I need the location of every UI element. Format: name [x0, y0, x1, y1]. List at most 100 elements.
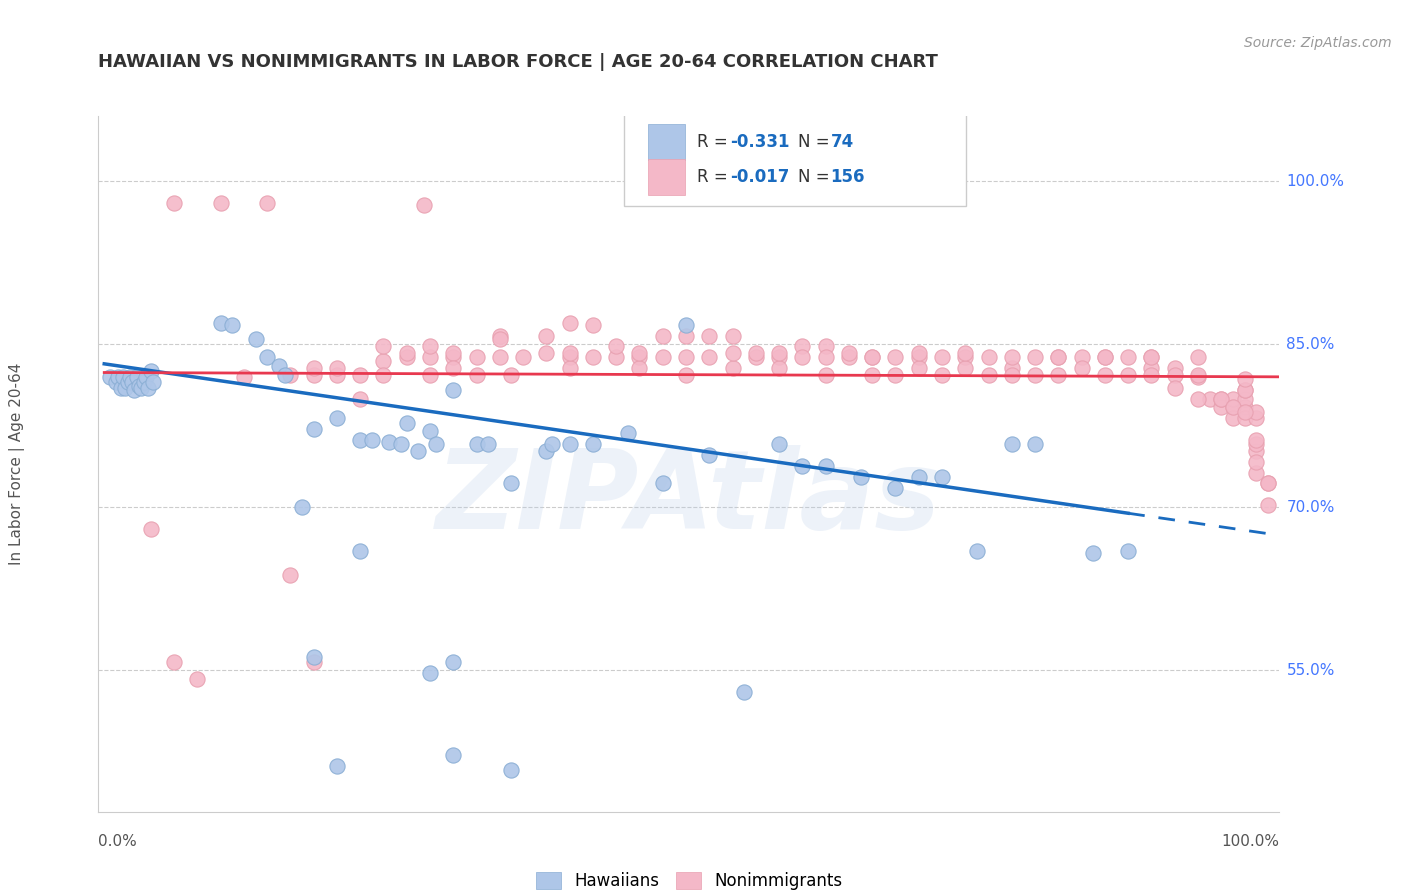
Text: -0.017: -0.017 — [730, 168, 790, 186]
Point — [1024, 351, 1046, 365]
Point — [1116, 544, 1139, 558]
Point — [128, 378, 150, 392]
Point — [792, 339, 814, 353]
Point — [135, 370, 157, 384]
Point — [651, 351, 673, 365]
Point — [838, 346, 860, 360]
Point — [419, 339, 441, 353]
Point — [1233, 372, 1256, 386]
Point — [111, 370, 134, 384]
Point — [838, 351, 860, 365]
Point — [1198, 392, 1220, 406]
Point — [1257, 476, 1279, 491]
Point — [373, 368, 395, 382]
Point — [814, 368, 837, 382]
Point — [1070, 361, 1092, 376]
Point — [245, 332, 267, 346]
Point — [221, 318, 243, 332]
Point — [628, 346, 651, 360]
Point — [1233, 383, 1256, 397]
Point — [302, 655, 325, 669]
Point — [605, 339, 627, 353]
Legend: Hawaiians, Nonimmigrants: Hawaiians, Nonimmigrants — [536, 872, 842, 890]
Point — [884, 351, 907, 365]
Point — [907, 351, 929, 365]
Point — [1233, 405, 1256, 419]
Point — [1244, 443, 1267, 458]
Point — [1164, 381, 1187, 395]
Point — [1222, 401, 1244, 415]
Point — [536, 346, 558, 360]
Point — [441, 346, 464, 360]
Point — [558, 316, 581, 330]
Point — [582, 437, 605, 451]
Point — [1244, 411, 1267, 425]
Point — [395, 416, 418, 430]
Point — [860, 351, 883, 365]
Point — [1233, 401, 1256, 415]
Point — [326, 411, 349, 425]
Point — [617, 426, 640, 441]
Point — [326, 361, 349, 376]
Point — [582, 318, 605, 332]
Point — [1233, 411, 1256, 425]
Point — [1257, 476, 1279, 491]
Point — [966, 544, 988, 558]
Text: ZIPAtlas: ZIPAtlas — [436, 445, 942, 552]
Point — [558, 346, 581, 360]
Point — [186, 672, 208, 686]
Point — [1047, 351, 1070, 365]
Point — [1164, 368, 1187, 382]
Point — [232, 370, 254, 384]
Point — [697, 328, 720, 343]
Point — [425, 437, 447, 451]
Text: 156: 156 — [831, 168, 865, 186]
Point — [1070, 351, 1092, 365]
Point — [117, 376, 139, 390]
Point — [582, 351, 605, 365]
Point — [98, 370, 121, 384]
Point — [441, 351, 464, 365]
Point — [1094, 368, 1116, 382]
Point — [1222, 401, 1244, 415]
Point — [860, 351, 883, 365]
Point — [1187, 351, 1209, 365]
Point — [907, 361, 929, 376]
Point — [465, 368, 488, 382]
Point — [1094, 351, 1116, 365]
Point — [209, 196, 232, 211]
Point — [768, 346, 790, 360]
Point — [675, 351, 697, 365]
Point — [256, 196, 278, 211]
Point — [419, 665, 441, 680]
Point — [1222, 411, 1244, 425]
Point — [501, 764, 523, 778]
Point — [163, 196, 186, 211]
Point — [768, 437, 790, 451]
Text: In Labor Force | Age 20-64: In Labor Force | Age 20-64 — [8, 363, 25, 565]
Point — [558, 351, 581, 365]
Point — [733, 685, 755, 699]
Point — [1140, 351, 1163, 365]
Point — [125, 370, 148, 384]
Text: -0.331: -0.331 — [730, 133, 790, 151]
Point — [955, 351, 977, 365]
Point — [849, 470, 872, 484]
Point — [605, 351, 627, 365]
Text: R =: R = — [697, 133, 733, 151]
Point — [907, 346, 929, 360]
Text: 85.0%: 85.0% — [1286, 337, 1334, 351]
Point — [419, 351, 441, 365]
Point — [558, 437, 581, 451]
Point — [884, 368, 907, 382]
Point — [1047, 368, 1070, 382]
Point — [489, 328, 512, 343]
Text: 74: 74 — [831, 133, 853, 151]
Point — [302, 368, 325, 382]
Point — [360, 433, 382, 447]
Point — [977, 351, 1000, 365]
Point — [280, 567, 302, 582]
Point — [907, 470, 929, 484]
Point — [477, 437, 499, 451]
Point — [1187, 368, 1209, 382]
